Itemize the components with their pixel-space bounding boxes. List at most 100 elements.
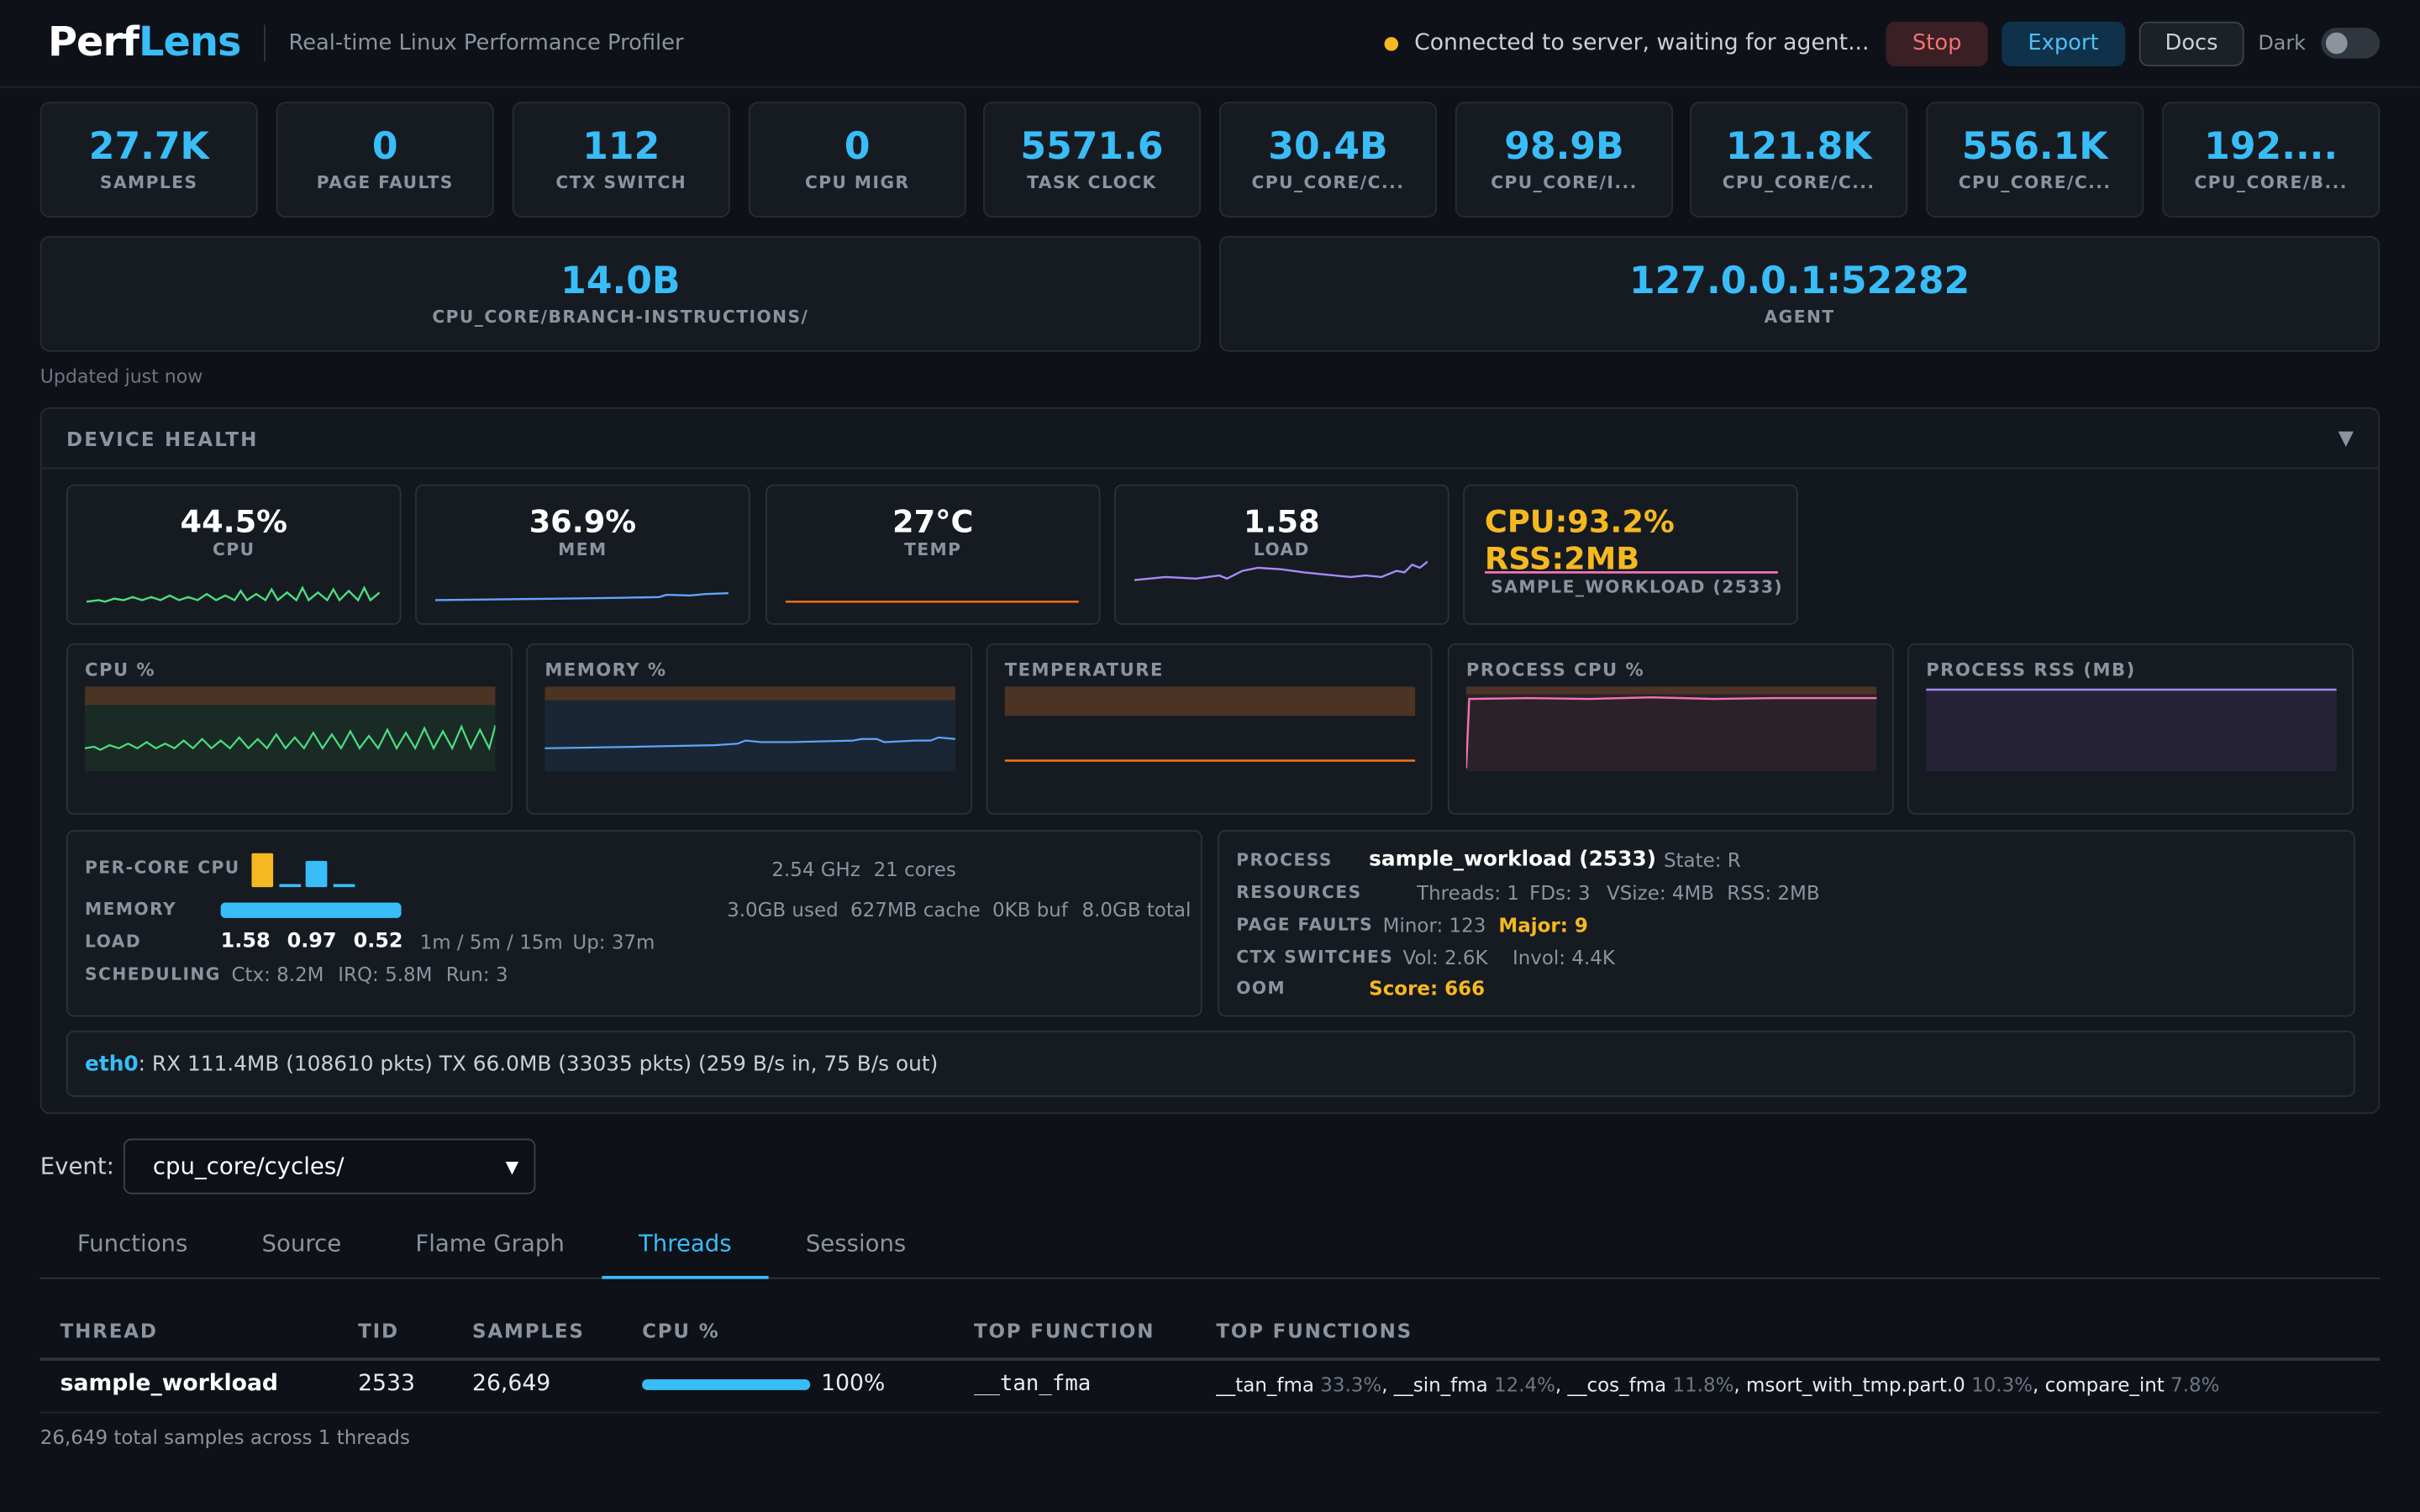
device-health-header[interactable]: DEVICE HEALTH ▼ <box>41 409 2379 470</box>
memory-cache: 627MB cache <box>850 897 981 921</box>
metric-value: 30.4B <box>1268 124 1388 169</box>
top-function-pct: 11.8% <box>1672 1373 1734 1397</box>
tab-functions[interactable]: Functions <box>76 1229 188 1257</box>
process-rss-chart: PROCESS RSS (MB) <box>1907 643 2354 815</box>
metric-label: CPU_CORE/I... <box>1491 172 1638 193</box>
memory-buffers: 0KB buf <box>992 897 1068 921</box>
load-1m: 1.58 <box>220 930 271 954</box>
process-info-panel: PROCESS sample_workload (2533) State: R … <box>1218 830 2355 1017</box>
gauge-value: 27°C <box>892 502 974 540</box>
metric-card-cpu-migr: 0 CPU MIGR <box>748 102 966 218</box>
metric-value: 5571.6 <box>1020 124 1164 169</box>
tab-source[interactable]: Source <box>261 1229 342 1257</box>
process-rss-chart-plot <box>1926 688 2337 772</box>
gauge-value: 36.9% <box>529 502 637 540</box>
metric-value: 14.0B <box>560 259 681 302</box>
chart-title: TEMPERATURE <box>1004 659 1164 680</box>
metric-value: 0 <box>844 124 871 169</box>
metric-card-branch-instructions: 14.0B CPU_CORE/BRANCH-INSTRUCTIONS/ <box>39 236 1201 352</box>
metric-label: PAGE FAULTS <box>316 172 454 193</box>
metric-label: CPU_CORE/B... <box>2194 172 2348 193</box>
interface-stats: : RX 111.4MB (108610 pkts) TX 66.0MB (33… <box>138 1051 939 1077</box>
metric-card-task-clock: 5571.6 TASK CLOCK <box>982 102 1201 218</box>
process-cpu-chart-plot <box>1465 686 1877 772</box>
threads-table-footer: 26,649 total samples across 1 threads <box>39 1425 410 1449</box>
process-fds: FDs: 3 <box>1529 880 1591 905</box>
top-function-name: compare_int <box>2044 1373 2165 1397</box>
gauge-label: SAMPLE_WORKLOAD (2533) <box>1491 576 1784 597</box>
memory-chart-plot <box>544 686 955 772</box>
memory-usage-bar <box>220 902 402 918</box>
gauge-value: 44.5% <box>180 502 287 540</box>
column-header-top-function[interactable]: TOP FUNCTION <box>973 1319 1155 1342</box>
metric-card-ctx-switch: 112 CTX SWITCH <box>512 102 730 218</box>
event-label: Event: <box>39 1152 114 1181</box>
device-health-title: DEVICE HEALTH <box>66 426 259 450</box>
process-vsize: VSize: 4MB <box>1607 880 1715 905</box>
per-core-cpu-label: PER-CORE CPU <box>85 858 240 879</box>
cpu-usage-bar <box>642 1379 811 1390</box>
metric-card-cpu-core-branch: 192.... CPU_CORE/B... <box>2162 102 2381 218</box>
tab-sessions[interactable]: Sessions <box>805 1229 907 1257</box>
thread-tid: 2533 <box>358 1371 415 1397</box>
tab-flame-graph[interactable]: Flame Graph <box>415 1229 565 1257</box>
system-stats-panel: PER-CORE CPU 2.54 GHz 21 cores MEMORY 3.… <box>66 830 1202 1017</box>
oom-label: OOM <box>1236 978 1286 999</box>
metric-card-samples: 27.7K SAMPLES <box>39 102 258 218</box>
top-function-pct: 33.3% <box>1320 1373 1382 1397</box>
table-row[interactable]: sample_workload 2533 26,649 100% __tan_f… <box>39 1357 2381 1414</box>
top-function-name: __sin_fma <box>1393 1373 1488 1397</box>
export-button[interactable]: Export <box>2002 20 2125 66</box>
minor-faults: Minor: 123 <box>1382 913 1486 937</box>
metric-label: AGENT <box>1764 307 1835 328</box>
tab-threads[interactable]: Threads <box>601 1211 769 1279</box>
process-gauge: CPU:93.2% RSS:2MB SAMPLE_WORKLOAD (2533) <box>1463 484 1798 625</box>
column-header-cpu-pct[interactable]: CPU % <box>642 1319 720 1342</box>
metric-label: CPU_CORE/C... <box>1722 172 1876 193</box>
header-divider <box>264 24 266 62</box>
process-rss: RSS: 2MB <box>1727 880 1820 905</box>
column-header-thread[interactable]: THREAD <box>60 1319 158 1342</box>
column-header-tid[interactable]: TID <box>358 1319 399 1342</box>
metric-value: 127.0.0.1:52282 <box>1628 259 1970 302</box>
metric-label: CPU_CORE/C... <box>1251 172 1405 193</box>
temp-sparkline <box>785 601 1079 603</box>
process-state: State: R <box>1663 848 1741 872</box>
gauge-value: 1.58 <box>1244 502 1320 540</box>
resources-label: RESOURCES <box>1236 882 1362 903</box>
top-function-pct: 12.4% <box>1493 1373 1555 1397</box>
load-sparkline <box>1134 560 1428 581</box>
stop-button[interactable]: Stop <box>1886 20 1988 66</box>
app-subtitle: Real-time Linux Performance Profiler <box>288 30 684 56</box>
device-health-panel: DEVICE HEALTH ▼ 44.5% CPU 36.9% MEM 27°C… <box>39 407 2381 1115</box>
scheduling-ctx: Ctx: 8.2M <box>231 963 324 986</box>
column-header-samples[interactable]: SAMPLES <box>472 1319 585 1342</box>
dark-mode-toggle[interactable] <box>2321 28 2381 59</box>
gauge-label: TEMP <box>904 539 962 560</box>
app-logo: PerfLens <box>47 19 242 66</box>
process-sparkline <box>1484 571 1778 574</box>
column-header-top-functions[interactable]: TOP FUNCTIONS <box>1216 1319 1413 1342</box>
core-count: 21 cores <box>873 858 956 881</box>
network-interface-row: eth0: RX 111.4MB (108610 pkts) TX 66.0MB… <box>66 1030 2355 1097</box>
threads-table-header: THREAD TID SAMPLES CPU % TOP FUNCTION TO… <box>39 1304 2381 1361</box>
oom-score: Score: 666 <box>1369 976 1486 1000</box>
event-select[interactable]: cpu_core/cycles/ ▼ <box>123 1138 536 1194</box>
metric-value: 121.8K <box>1725 124 1872 169</box>
process-name: sample_workload (2533) <box>1369 847 1656 872</box>
thread-samples: 26,649 <box>472 1371 551 1397</box>
collapse-caret-icon[interactable]: ▼ <box>2338 426 2354 450</box>
major-faults: Major: 9 <box>1498 913 1588 937</box>
top-function-name: __tan_fma <box>1216 1373 1314 1397</box>
ctx-switches-label: CTX SWITCHES <box>1236 947 1394 968</box>
metric-label: CTX SWITCH <box>555 172 687 193</box>
docs-button[interactable]: Docs <box>2139 20 2244 66</box>
thread-cpu-pct: 100% <box>821 1371 886 1397</box>
scheduling-irq: IRQ: 5.8M <box>338 963 433 986</box>
cpu-chart-plot <box>85 686 496 772</box>
top-function-pct: 10.3% <box>1971 1373 2033 1397</box>
metric-value: 112 <box>582 124 660 169</box>
thread-top-functions: __tan_fma 33.3%, __sin_fma 12.4%, __cos_… <box>1216 1373 2220 1397</box>
cpu-gauge: 44.5% CPU <box>66 484 402 625</box>
